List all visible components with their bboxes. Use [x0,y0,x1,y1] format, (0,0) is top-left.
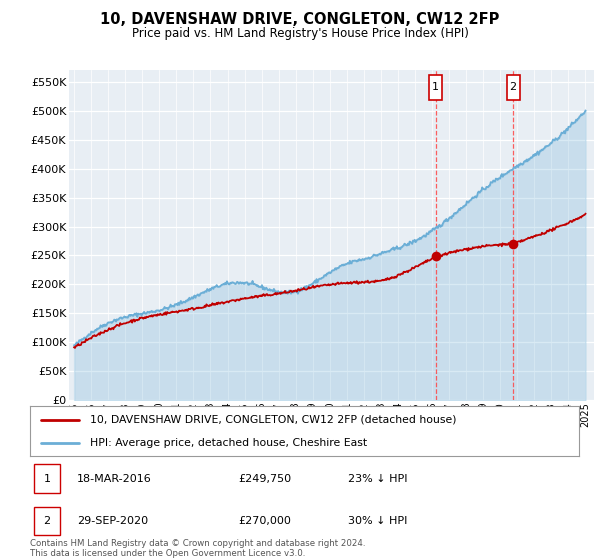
Text: 30% ↓ HPI: 30% ↓ HPI [349,516,408,526]
Text: 10, DAVENSHAW DRIVE, CONGLETON, CW12 2FP (detached house): 10, DAVENSHAW DRIVE, CONGLETON, CW12 2FP… [91,414,457,424]
Text: Contains HM Land Registry data © Crown copyright and database right 2024.
This d: Contains HM Land Registry data © Crown c… [30,539,365,558]
Text: 29-SEP-2020: 29-SEP-2020 [77,516,148,526]
FancyBboxPatch shape [429,74,442,100]
Text: 23% ↓ HPI: 23% ↓ HPI [349,474,408,484]
Text: 1: 1 [432,82,439,92]
Text: £270,000: £270,000 [239,516,292,526]
FancyBboxPatch shape [506,74,520,100]
Text: 1: 1 [44,474,50,484]
Text: Price paid vs. HM Land Registry's House Price Index (HPI): Price paid vs. HM Land Registry's House … [131,27,469,40]
Text: 2: 2 [43,516,50,526]
Text: £249,750: £249,750 [239,474,292,484]
Text: HPI: Average price, detached house, Cheshire East: HPI: Average price, detached house, Ches… [91,438,368,448]
Text: 18-MAR-2016: 18-MAR-2016 [77,474,151,484]
FancyBboxPatch shape [34,507,59,535]
FancyBboxPatch shape [34,464,59,493]
Text: 10, DAVENSHAW DRIVE, CONGLETON, CW12 2FP: 10, DAVENSHAW DRIVE, CONGLETON, CW12 2FP [100,12,500,27]
Text: 2: 2 [509,82,517,92]
